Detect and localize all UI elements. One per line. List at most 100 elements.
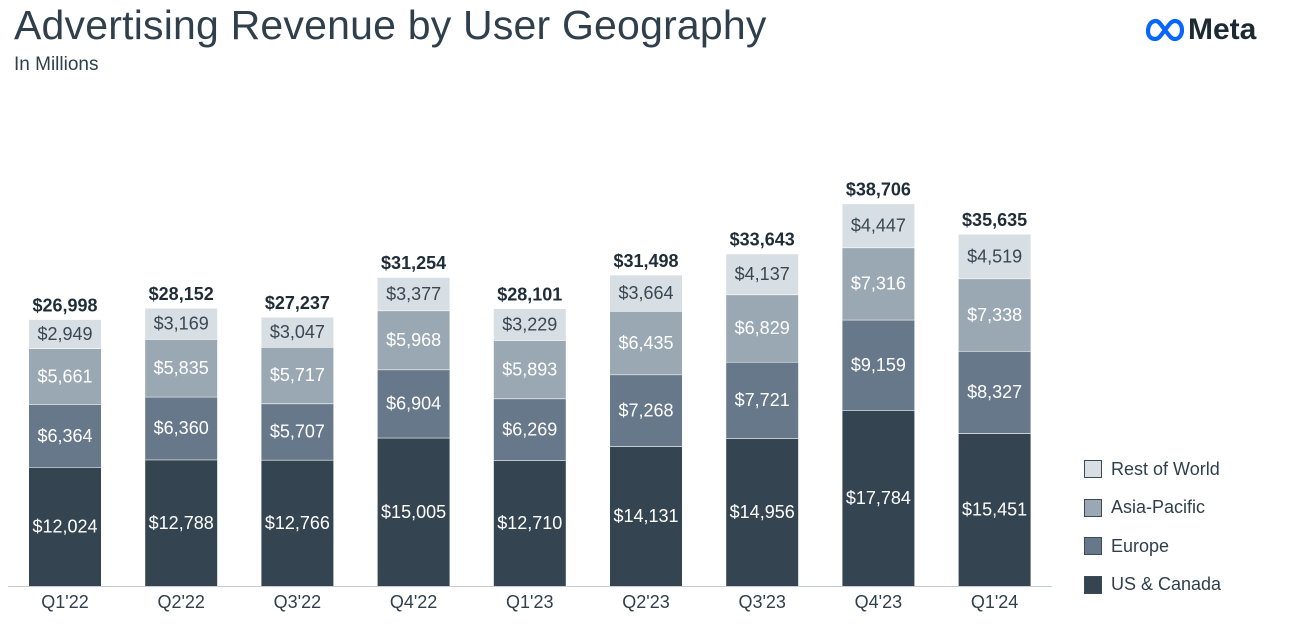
bar-segment — [842, 410, 915, 586]
legend-item-europe: Europe — [1084, 527, 1221, 566]
bar-segment — [377, 310, 450, 370]
segment-value-label: $5,835 — [154, 358, 209, 378]
chart-legend: Rest of World Asia-Pacific Europe US & C… — [1084, 450, 1221, 604]
bar-segment — [610, 311, 682, 375]
bar-segment — [145, 307, 218, 340]
segment-value-label: $5,968 — [386, 330, 441, 350]
logo-wordmark: Meta — [1188, 13, 1257, 46]
segment-value-label: $15,005 — [381, 502, 446, 522]
bar-total-label: $33,643 — [730, 230, 795, 250]
x-axis-tick-label: Q4'23 — [855, 592, 902, 612]
x-axis-tick-label: Q2'23 — [622, 592, 669, 612]
segment-value-label: $5,717 — [270, 365, 325, 385]
bar-segment — [261, 347, 334, 404]
bar-segment — [726, 253, 799, 295]
segment-value-label: $3,664 — [618, 283, 673, 303]
segment-value-label: $6,904 — [386, 394, 441, 414]
bar-segment — [29, 467, 101, 586]
bar-segment — [261, 459, 334, 586]
segment-value-label: $12,710 — [497, 513, 562, 533]
bar-segment — [145, 459, 218, 586]
meta-logo: Meta — [1146, 13, 1256, 47]
segment-value-label: $3,377 — [386, 284, 441, 304]
bar-segment — [377, 437, 450, 586]
bar-segment — [958, 351, 1031, 434]
bar-segment — [610, 374, 682, 447]
segment-value-label: $7,721 — [735, 390, 790, 410]
bar-total-label: $38,706 — [846, 180, 911, 200]
bar-segment — [493, 398, 566, 461]
segment-value-label: $7,338 — [967, 305, 1022, 325]
segment-value-label: $15,451 — [962, 500, 1027, 520]
bar-total-label: $31,254 — [381, 253, 446, 273]
segment-value-label: $14,956 — [730, 502, 795, 522]
legend-item-rest-of-world: Rest of World — [1084, 450, 1221, 489]
segment-value-label: $2,949 — [37, 324, 92, 344]
segment-value-label: $6,360 — [154, 418, 209, 438]
bar-segment — [610, 274, 682, 312]
bar-segment — [958, 433, 1031, 586]
segment-value-label: $6,829 — [735, 318, 790, 338]
chart-subtitle: In Millions — [14, 54, 99, 75]
bar-total-label: $27,237 — [265, 293, 330, 313]
meta-infinity-icon — [1146, 18, 1184, 42]
bar-segment — [29, 404, 101, 468]
segment-value-label: $17,784 — [846, 488, 911, 508]
bar-segment — [493, 308, 566, 341]
segment-value-label: $9,159 — [851, 355, 906, 375]
segment-value-label: $12,766 — [265, 513, 330, 533]
segment-value-label: $6,435 — [618, 333, 673, 353]
legend-swatch — [1084, 498, 1102, 517]
bar-segment — [377, 277, 450, 311]
segment-value-label: $6,364 — [37, 426, 92, 446]
segment-value-label: $7,316 — [851, 274, 906, 294]
segment-value-label: $4,447 — [851, 216, 906, 236]
segment-value-label: $14,131 — [613, 506, 678, 526]
legend-swatch — [1084, 460, 1102, 479]
bar-segment — [145, 396, 218, 460]
segment-value-label: $4,519 — [967, 246, 1022, 266]
chart-title: Advertising Revenue by User Geography — [14, 2, 767, 48]
segment-value-label: $4,137 — [735, 264, 790, 284]
segment-value-label: $3,229 — [502, 314, 557, 334]
bar-segment — [842, 319, 915, 411]
bar-segment — [261, 403, 334, 460]
segment-value-label: $5,707 — [270, 422, 325, 442]
segment-value-label: $12,788 — [149, 513, 214, 533]
bar-segment — [493, 340, 566, 399]
x-axis-tick-label: Q1'22 — [41, 592, 88, 612]
bar-total-label: $28,152 — [149, 284, 214, 304]
legend-swatch — [1084, 575, 1102, 594]
legend-label: Europe — [1111, 535, 1170, 556]
bar-segment — [726, 438, 799, 586]
legend-item-asia-pacific: Asia-Pacific — [1084, 489, 1221, 528]
segment-value-label: $5,661 — [37, 366, 92, 386]
bar-segment — [29, 319, 101, 349]
bar-total-label: $31,498 — [613, 251, 678, 271]
x-axis-tick-label: Q2'22 — [157, 592, 204, 612]
bar-segment — [958, 233, 1031, 279]
segment-value-label: $3,169 — [154, 314, 209, 334]
bar-segment — [145, 339, 218, 397]
bar-segment — [261, 316, 334, 348]
bar-segment — [726, 361, 799, 439]
bar-segment — [493, 460, 566, 586]
bar-segment — [377, 369, 450, 438]
segment-value-label: $3,047 — [270, 322, 325, 342]
legend-item-us-canada: US & Canada — [1084, 566, 1221, 605]
bar-segment — [29, 348, 101, 405]
x-axis-tick-label: Q3'22 — [274, 592, 321, 612]
x-axis-tick-label: Q1'23 — [506, 592, 553, 612]
legend-label: Rest of World — [1111, 458, 1220, 479]
bar-segment — [842, 247, 915, 320]
legend-swatch — [1084, 537, 1102, 556]
segment-value-label: $5,893 — [502, 359, 557, 379]
bar-segment — [726, 294, 799, 362]
segment-value-label: $7,268 — [618, 400, 673, 420]
bar-segment — [842, 203, 915, 248]
legend-label: US & Canada — [1111, 574, 1222, 595]
x-axis-tick-label: Q4'22 — [390, 592, 437, 612]
bar-total-label: $28,101 — [497, 284, 562, 304]
segment-value-label: $12,024 — [32, 517, 97, 537]
